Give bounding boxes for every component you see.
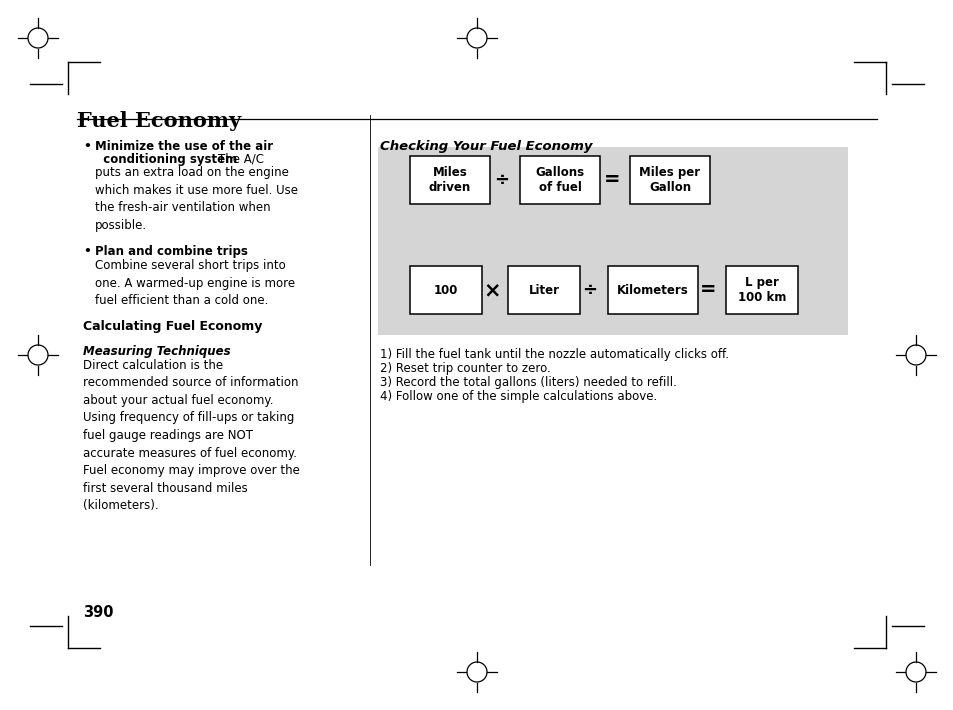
Text: 3) Record the total gallons (liters) needed to refill.: 3) Record the total gallons (liters) nee… <box>379 376 677 389</box>
Text: The A/C: The A/C <box>203 153 264 166</box>
Text: L per
100 km: L per 100 km <box>737 276 785 304</box>
Text: Liter: Liter <box>528 283 558 297</box>
Text: Plan and combine trips: Plan and combine trips <box>95 245 248 258</box>
Text: Measuring Techniques: Measuring Techniques <box>83 345 231 358</box>
FancyBboxPatch shape <box>507 266 579 314</box>
FancyBboxPatch shape <box>629 156 709 204</box>
Text: Combine several short trips into
one. A warmed-up engine is more
fuel efficient : Combine several short trips into one. A … <box>95 259 294 307</box>
FancyBboxPatch shape <box>410 266 481 314</box>
Text: puts an extra load on the engine
which makes it use more fuel. Use
the fresh-air: puts an extra load on the engine which m… <box>95 166 297 231</box>
FancyBboxPatch shape <box>410 156 490 204</box>
Text: Calculating Fuel Economy: Calculating Fuel Economy <box>83 320 262 333</box>
Text: •: • <box>83 140 91 153</box>
Text: conditioning system: conditioning system <box>95 153 237 166</box>
Text: 2) Reset trip counter to zero.: 2) Reset trip counter to zero. <box>379 362 550 375</box>
Text: Minimize the use of the air: Minimize the use of the air <box>95 140 273 153</box>
Text: 100: 100 <box>434 283 457 297</box>
Text: •: • <box>83 245 91 258</box>
Text: =: = <box>699 280 716 300</box>
Text: ÷: ÷ <box>494 171 509 189</box>
Text: ×: × <box>483 280 500 300</box>
FancyBboxPatch shape <box>607 266 698 314</box>
FancyBboxPatch shape <box>725 266 797 314</box>
Text: 390: 390 <box>83 605 113 620</box>
Text: 4) Follow one of the simple calculations above.: 4) Follow one of the simple calculations… <box>379 390 657 403</box>
Text: Fuel Economy: Fuel Economy <box>77 111 241 131</box>
Text: Gallons
of fuel: Gallons of fuel <box>535 166 584 194</box>
Text: Direct calculation is the
recommended source of information
about your actual fu: Direct calculation is the recommended so… <box>83 359 299 512</box>
Text: Miles per
Gallon: Miles per Gallon <box>639 166 700 194</box>
Text: 1) Fill the fuel tank until the nozzle automatically clicks off.: 1) Fill the fuel tank until the nozzle a… <box>379 348 728 361</box>
FancyBboxPatch shape <box>377 147 847 335</box>
Text: Miles
driven: Miles driven <box>429 166 471 194</box>
Text: =: = <box>603 170 619 190</box>
FancyBboxPatch shape <box>519 156 599 204</box>
Text: ÷: ÷ <box>582 281 597 299</box>
Text: Kilometers: Kilometers <box>617 283 688 297</box>
Text: Checking Your Fuel Economy: Checking Your Fuel Economy <box>379 140 592 153</box>
